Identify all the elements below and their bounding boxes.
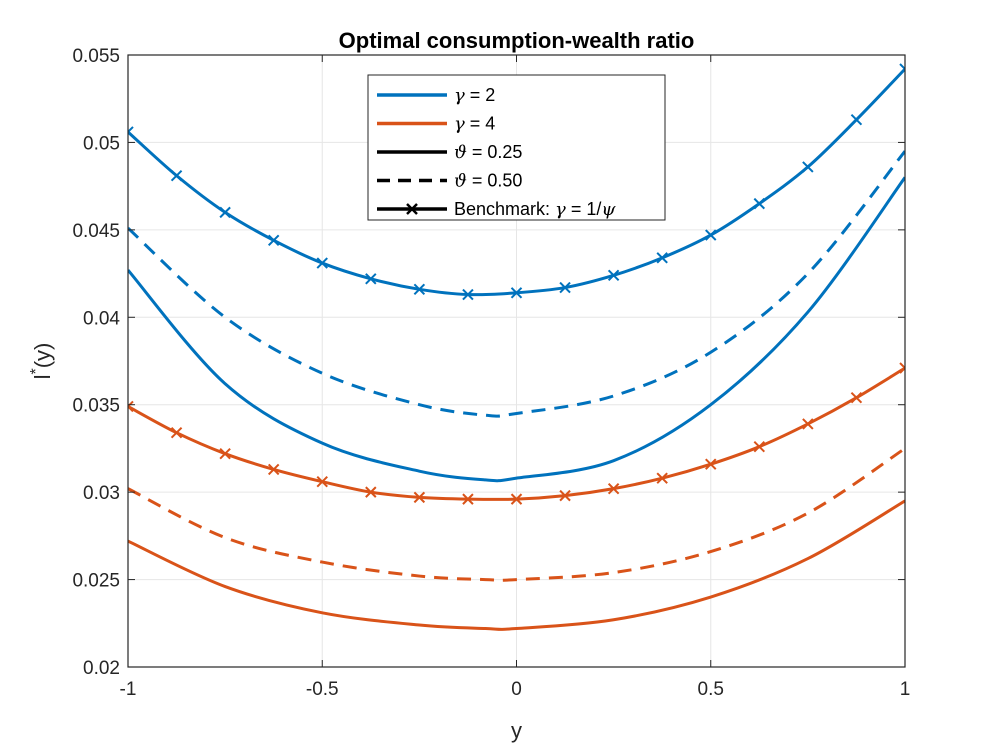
legend-label-symbol: γ [454,85,465,106]
series-marker [705,458,717,470]
legend-label-symbol: γ [555,199,566,220]
series-marker [365,486,377,498]
y-tick-label: 0.035 [72,396,120,417]
series-marker [899,362,905,374]
y-tick-label: 0.055 [72,46,120,67]
series-marker [656,472,668,484]
y-tick-label: 0.02 [83,658,120,679]
y-axis-label-tail: (y) [30,343,55,369]
x-tick-label: -1 [120,679,137,700]
series-marker [219,447,231,460]
series-marker [559,489,571,502]
series-marker [753,440,766,453]
x-tick-label: -0.5 [306,679,339,700]
series-marker [316,257,328,269]
ticks: -1 -0.5 0 0.5 1 0.02 0.025 0.03 0.035 0.04 0.045 0.… [72,46,910,700]
x-tick-label: 0 [511,679,522,700]
legend-label: ϑ = 0.25 [454,142,522,163]
series-marker [267,463,280,476]
series-marker [510,493,523,505]
legend-label: γ = 2 [454,85,495,106]
legend-label-prefix: Benchmark: [454,199,555,219]
series-marker [128,126,134,138]
series-marker [802,418,814,430]
legend-label-symbol: γ [454,114,465,135]
series-marker [413,491,426,504]
series-marker [413,283,426,296]
y-axis-label: l*(y) [28,343,55,380]
legend-label-symbol: ϑ [454,171,467,192]
x-tick-label: 0.5 [698,679,724,700]
y-tick-label: 0.04 [83,308,120,329]
legend-label: Benchmark: γ = 1/ψ [454,199,616,220]
legend-label-symbol-2: ψ [601,199,616,220]
series-marker [607,269,620,282]
series-marker [462,288,474,301]
legend-label-value: = 1/ [566,199,602,219]
legend-label-value: = 4 [465,114,496,134]
y-axis-label-base: l [30,375,55,380]
series-line-5 [128,499,905,631]
series-marker [656,252,668,264]
series-marker [850,392,863,404]
series-marker [510,287,523,299]
series-marker [462,493,474,505]
series-marker [559,281,571,294]
series-marker [316,475,328,488]
series-line-4 [128,447,905,582]
y-tick-label: 0.045 [72,221,120,242]
series-line-1 [128,150,905,418]
series-marker [607,482,620,495]
series-marker [753,197,766,210]
series-marker [365,273,377,285]
legend-label-value: = 0.25 [467,142,523,162]
legend-label-symbol: ϑ [454,142,467,163]
y-tick-label: 0.03 [83,483,120,504]
x-tick-label: 1 [900,679,911,700]
chart-title: Optimal consumption-wealth ratio [339,28,695,53]
series-marker [128,400,134,413]
y-tick-label: 0.025 [72,571,120,592]
legend-label-value: = 2 [465,85,496,105]
y-axis-label-sup: * [28,368,45,374]
legend-label: ϑ = 0.50 [454,171,522,192]
series-marker [170,426,183,439]
legend-label: γ = 4 [454,114,495,135]
series-marker [899,63,905,75]
legend-marker [406,203,418,215]
x-axis-label: y [511,718,522,743]
series-marker [802,161,814,173]
series-marker [219,206,231,219]
series-marker [170,169,183,182]
series-layer [128,63,905,631]
y-tick-label: 0.05 [83,133,120,154]
legend-label-value: = 0.50 [467,171,523,191]
series-marker [705,229,717,241]
series-marker [850,113,863,126]
series-marker [267,234,280,247]
legend-box [367,74,666,221]
series-line-2 [128,176,905,483]
